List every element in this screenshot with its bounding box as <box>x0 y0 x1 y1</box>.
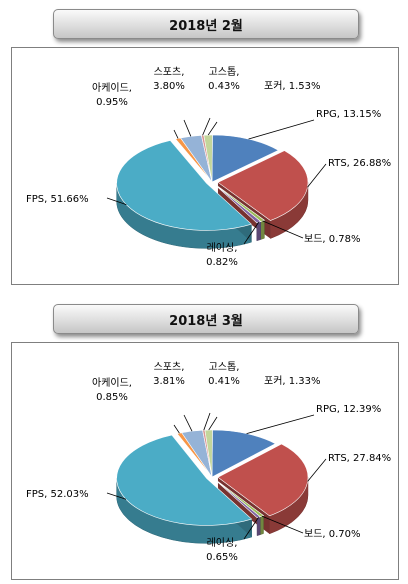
leader-line-RTS <box>307 163 327 188</box>
data-label-고스톱: 고스톱, 0.43% <box>208 66 240 92</box>
leader-line-RTS <box>307 458 327 482</box>
data-label-레이싱: 레이싱, 0.65% <box>206 537 238 563</box>
leader-line-고스톱 <box>202 117 211 136</box>
slice-side-보드 <box>260 219 265 240</box>
data-label-아케이드: 아케이드, 0.95% <box>92 82 132 108</box>
pie-labels: RPG, 12.39% RTS, 27.84% 보드, 0.70% 레이싱, 0.65%… <box>26 361 391 563</box>
leader-line-아케이드 <box>173 129 179 139</box>
leader-line-스포츠 <box>183 119 192 137</box>
leader-line-보드 <box>262 220 304 239</box>
pie-chart-feb-svg: RPG, 13.15% RTS, 26.88% 보드, 0.78% 레이싱, 0.82%… <box>26 66 391 268</box>
data-label-RPG: RPG, 13.15% <box>316 109 381 120</box>
slice-FPS <box>116 140 253 231</box>
data-label-RTS: RTS, 26.88% <box>328 158 391 169</box>
leader-line-RPG <box>248 119 315 140</box>
leader-line-FPS <box>106 492 127 500</box>
data-label-포커: 포커, 1.53% <box>264 80 321 92</box>
slice-포커 <box>204 429 213 478</box>
slice-side-보드 <box>259 515 264 536</box>
pie-chart-mar: RPG, 12.39% RTS, 27.84% 보드, 0.70% 레이싱, 0.65%… <box>11 342 399 580</box>
slice-FPS <box>116 434 253 526</box>
leader-line-아케이드 <box>173 424 180 434</box>
slice-레이싱 <box>211 181 262 224</box>
data-label-FPS: FPS, 51.66% <box>26 194 89 205</box>
leader-line-스포츠 <box>183 414 193 432</box>
slice-포커 <box>203 134 213 183</box>
slice-RTS <box>217 150 309 221</box>
slice-RPG <box>211 429 277 478</box>
data-label-아케이드: 아케이드, 0.85% <box>92 377 132 403</box>
pie-chart-feb: RPG, 13.15% RTS, 26.88% 보드, 0.78% 레이싱, 0.82%… <box>11 47 399 285</box>
data-label-RTS: RTS, 27.84% <box>328 453 391 464</box>
leader-line-고스톱 <box>203 412 211 431</box>
data-label-포커: 포커, 1.33% <box>264 375 321 387</box>
leader-line-RPG <box>246 414 315 434</box>
pie-slices <box>116 134 309 249</box>
data-label-FPS: FPS, 52.03% <box>26 489 89 500</box>
pie-labels: RPG, 13.15% RTS, 26.88% 보드, 0.78% 레이싱, 0.82%… <box>26 66 391 268</box>
leader-line-보드 <box>261 515 304 534</box>
leader-line-포커 <box>207 121 218 136</box>
pie-slices <box>116 429 309 544</box>
data-label-보드: 보드, 0.78% <box>304 233 361 245</box>
leader-line-레이싱 <box>243 221 260 245</box>
data-label-레이싱: 레이싱, 0.82% <box>206 242 238 268</box>
data-label-보드: 보드, 0.70% <box>304 528 361 540</box>
leader-line-FPS <box>106 197 127 206</box>
data-label-고스톱: 고스톱, 0.41% <box>208 361 240 387</box>
data-label-스포츠: 스포츠, 3.80% <box>153 66 185 92</box>
leader-line-포커 <box>208 416 218 431</box>
chart-title-feb: 2018년 2월 <box>53 9 359 39</box>
pie-chart-mar-svg: RPG, 12.39% RTS, 27.84% 보드, 0.70% 레이싱, 0.65%… <box>26 361 391 563</box>
data-label-스포츠: 스포츠, 3.81% <box>153 361 185 387</box>
data-label-RPG: RPG, 12.39% <box>316 404 381 415</box>
leader-line-레이싱 <box>243 516 259 540</box>
slice-RTS <box>217 443 309 517</box>
chart-title-mar: 2018년 3월 <box>53 304 359 334</box>
